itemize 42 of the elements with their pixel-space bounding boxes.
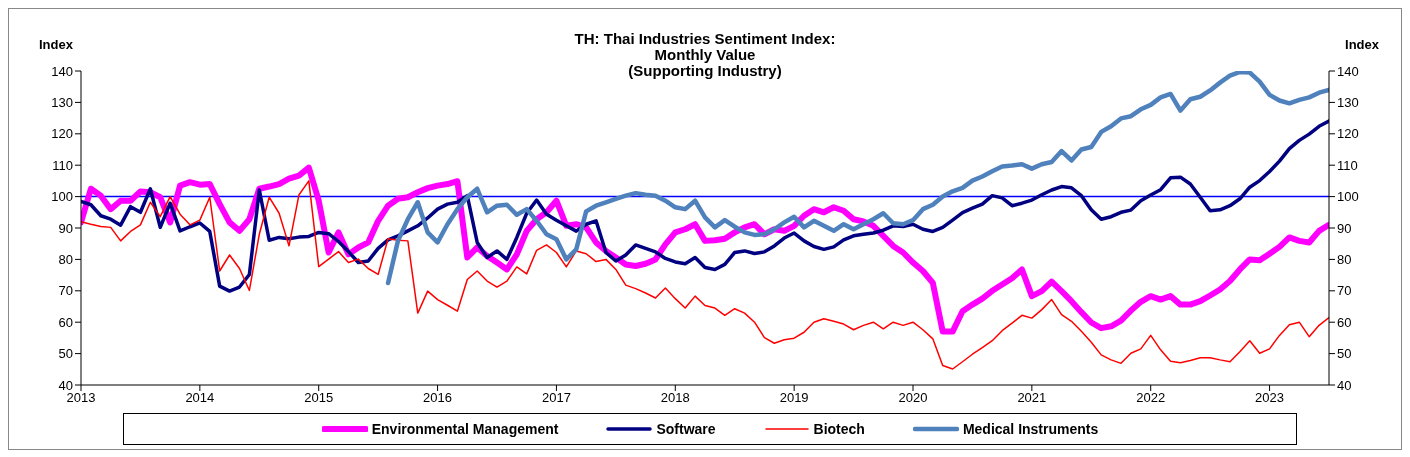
y-tick-label: 120 [51,126,73,142]
chart-title: TH: Thai Industries Sentiment Index: Monthly Value (Supporting Industry) [574,30,836,79]
legend-label: Environmental Management [371,421,559,437]
x-tick-label: 2023 [1255,390,1285,406]
y-axis-title: Index [39,37,73,52]
y-tick-label: 80 [58,252,73,268]
y-tick-label: 130 [51,95,73,111]
y2-tick-label: 50 [1337,346,1352,362]
x-tick-label: 2014 [185,390,215,406]
x-tick-label: 2022 [1136,390,1166,406]
y-tick-label: 140 [51,63,73,79]
x-tick-label: 2020 [898,390,928,406]
line-series [81,119,1329,293]
y2-tick-label: 140 [1337,63,1359,79]
legend-label: Biotech [813,421,865,437]
y-tick-label: 50 [58,346,73,362]
y2-tick-label: 40 [1337,377,1352,393]
y2-tick-label: 60 [1337,314,1352,330]
y2-tick-label: 100 [1337,189,1359,205]
x-tick-label: 2015 [304,390,334,406]
y-tick-label: 110 [52,157,73,173]
y-tick-label: 90 [58,220,73,236]
x-tick-label: 2016 [423,390,453,406]
x-tick-label: 2017 [541,390,571,406]
y-tick-label: 40 [58,377,73,393]
legend-label: Software [656,421,716,437]
y-tick-label: 100 [51,189,73,205]
y2-tick-label: 90 [1337,220,1352,236]
y-tick-label: 60 [58,314,73,330]
x-tick-label: 2021 [1017,390,1047,406]
x-tick-label: 2019 [779,390,809,406]
line-series [81,180,1329,370]
y2-tick-label: 80 [1337,252,1352,268]
legend-label: Medical Instruments [962,421,1099,437]
y2-tick-label: 70 [1337,283,1352,299]
y-tick-label: 70 [58,283,73,299]
y2-tick-label: 120 [1337,126,1359,142]
y2-tick-label: 110 [1337,157,1358,173]
y2-axis-title: Index [1345,37,1379,52]
x-tick-label: 2013 [66,390,96,406]
y2-tick-label: 130 [1337,95,1359,111]
x-tick-label: 2018 [660,390,690,406]
